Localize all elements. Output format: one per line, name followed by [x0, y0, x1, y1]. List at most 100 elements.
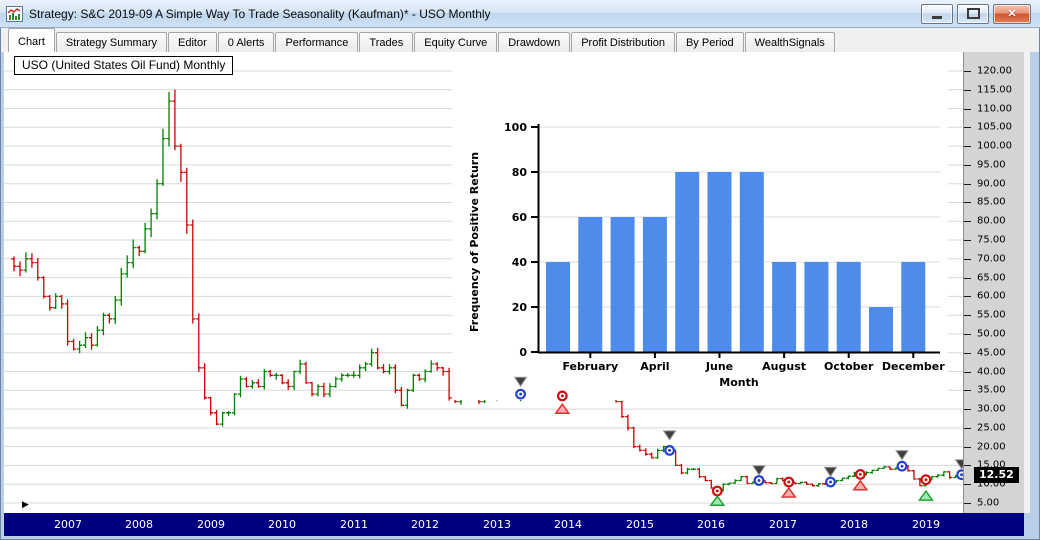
- minimize-button[interactable]: [921, 3, 953, 24]
- price-tick-mark: [964, 372, 971, 373]
- window-controls: ✕: [921, 3, 1034, 24]
- price-tick-mark: [964, 465, 971, 466]
- inset-axes: [537, 124, 940, 354]
- svg-text:April: April: [640, 360, 669, 373]
- price-tick-mark: [964, 109, 971, 110]
- price-tick-label: 10.00: [977, 478, 1006, 490]
- seasonality-bars: [546, 172, 926, 352]
- price-chart-plot[interactable]: USO (United States Oil Fund) Monthly 0 20…: [4, 52, 963, 513]
- price-tick-mark: [964, 146, 971, 147]
- window-title: Strategy: S&C 2019-09 A Simple Way To Tr…: [29, 6, 491, 21]
- year-label-2010: 2010: [268, 518, 296, 531]
- price-tick-label: 30.00: [977, 403, 1006, 415]
- price-tick-mark: [964, 184, 971, 185]
- tab-performance[interactable]: Performance: [275, 32, 359, 52]
- svg-text:80: 80: [512, 166, 528, 179]
- tab-trades[interactable]: Trades: [359, 32, 414, 52]
- price-tick-label: 85.00: [977, 196, 1006, 208]
- svg-text:20: 20: [512, 301, 528, 314]
- tab-wealthsignals[interactable]: WealthSignals: [744, 32, 835, 52]
- price-tick-mark: [964, 353, 971, 354]
- inset-gridlines: [538, 126, 940, 308]
- inset-x-axis-title: Month: [719, 376, 758, 389]
- svg-text:February: February: [562, 360, 618, 373]
- price-tick-label: 65.00: [977, 272, 1006, 284]
- svg-text:60: 60: [512, 211, 528, 224]
- last-price-tag: 12.52: [974, 467, 1019, 483]
- year-label-2008: 2008: [125, 518, 153, 531]
- maximize-button[interactable]: [957, 3, 989, 24]
- tab-profit-distribution[interactable]: Profit Distribution: [571, 32, 675, 52]
- price-tick-mark: [964, 447, 971, 448]
- price-tick-mark: [964, 71, 971, 72]
- price-tick-label: 120.00: [977, 65, 1012, 77]
- price-tick-label: 25.00: [977, 422, 1006, 434]
- price-tick-label: 60.00: [977, 290, 1006, 302]
- title-bar: Strategy: S&C 2019-09 A Simple Way To Tr…: [0, 0, 1040, 28]
- price-tick-label: 90.00: [977, 178, 1006, 190]
- tab-editor[interactable]: Editor: [168, 32, 217, 52]
- minimize-icon: [932, 15, 942, 19]
- price-tick-mark: [964, 240, 971, 241]
- price-tick-mark: [964, 278, 971, 279]
- year-label-2018: 2018: [840, 518, 868, 531]
- price-tick-mark: [964, 296, 971, 297]
- price-tick-label: 20.00: [977, 441, 1006, 453]
- price-tick-mark: [964, 221, 971, 222]
- price-tick-label: 55.00: [977, 309, 1006, 321]
- date-axis[interactable]: 2007 2008 2009 2010 2011 2012 2013 2014 2015 2016…: [4, 513, 1024, 536]
- year-label-2011: 2011: [340, 518, 368, 531]
- svg-text:October: October: [824, 360, 874, 373]
- price-tick-mark: [964, 165, 971, 166]
- price-tick-label: 70.00: [977, 253, 1006, 265]
- close-icon: ✕: [1007, 8, 1017, 20]
- price-tick-label: 100.00: [977, 140, 1012, 152]
- svg-text:100: 100: [504, 121, 527, 134]
- price-tick-mark: [964, 127, 971, 128]
- price-tick-label: 115.00: [977, 84, 1012, 96]
- year-label-2019: 2019: [912, 518, 940, 531]
- inset-x-tick-labels: February April June August October December: [562, 360, 945, 373]
- price-tick-label: 5.00: [977, 497, 1000, 509]
- price-tick-mark: [964, 484, 971, 485]
- ohlc-bars: [11, 89, 963, 492]
- pan-arrow-icon[interactable]: ▶ ···: [22, 499, 32, 514]
- price-tick-mark: [964, 503, 971, 504]
- tab-by-period[interactable]: By Period: [675, 32, 744, 52]
- year-label-2007: 2007: [54, 518, 82, 531]
- price-axis[interactable]: 120.00 115.00 110.00 105.00 100.00 95.00 90.00…: [963, 52, 1024, 513]
- price-tick-mark: [964, 90, 971, 91]
- year-label-2012: 2012: [411, 518, 439, 531]
- tab-strategy-summary[interactable]: Strategy Summary: [55, 32, 167, 52]
- seasonality-inset-panel: [452, 52, 948, 400]
- price-tick-mark: [964, 315, 971, 316]
- price-tick-label: 80.00: [977, 215, 1006, 227]
- close-button[interactable]: ✕: [993, 3, 1031, 24]
- price-tick-mark: [964, 259, 971, 260]
- price-tick-label: 15.00: [977, 459, 1006, 471]
- tab-chart[interactable]: Chart: [8, 28, 55, 52]
- price-tick-label: 95.00: [977, 159, 1006, 171]
- tab-bar: Chart Strategy Summary Editor 0 Alerts Perfo…: [1, 28, 1039, 52]
- year-label-2016: 2016: [697, 518, 725, 531]
- price-tick-label: 50.00: [977, 328, 1006, 340]
- tab-equity-curve[interactable]: Equity Curve: [414, 32, 498, 52]
- price-tick-label: 40.00: [977, 366, 1006, 378]
- price-tick-label: 35.00: [977, 384, 1006, 396]
- tab-drawdown[interactable]: Drawdown: [498, 32, 571, 52]
- svg-text:August: August: [762, 360, 806, 373]
- year-label-2013: 2013: [483, 518, 511, 531]
- inset-y-tick-labels: 0 20 40 60 80 100: [504, 121, 527, 359]
- maximize-icon: [966, 8, 980, 19]
- inset-tick-marks: [531, 126, 915, 358]
- price-tick-label: 110.00: [977, 103, 1012, 115]
- price-tick-mark: [964, 409, 971, 410]
- signal-markers: [513, 376, 963, 507]
- price-tick-label: 45.00: [977, 347, 1006, 359]
- tab-0-alerts[interactable]: 0 Alerts: [217, 32, 275, 52]
- app-chart-icon: [6, 5, 23, 22]
- year-label-2017: 2017: [769, 518, 797, 531]
- year-label-2015: 2015: [626, 518, 654, 531]
- svg-text:June: June: [705, 360, 733, 373]
